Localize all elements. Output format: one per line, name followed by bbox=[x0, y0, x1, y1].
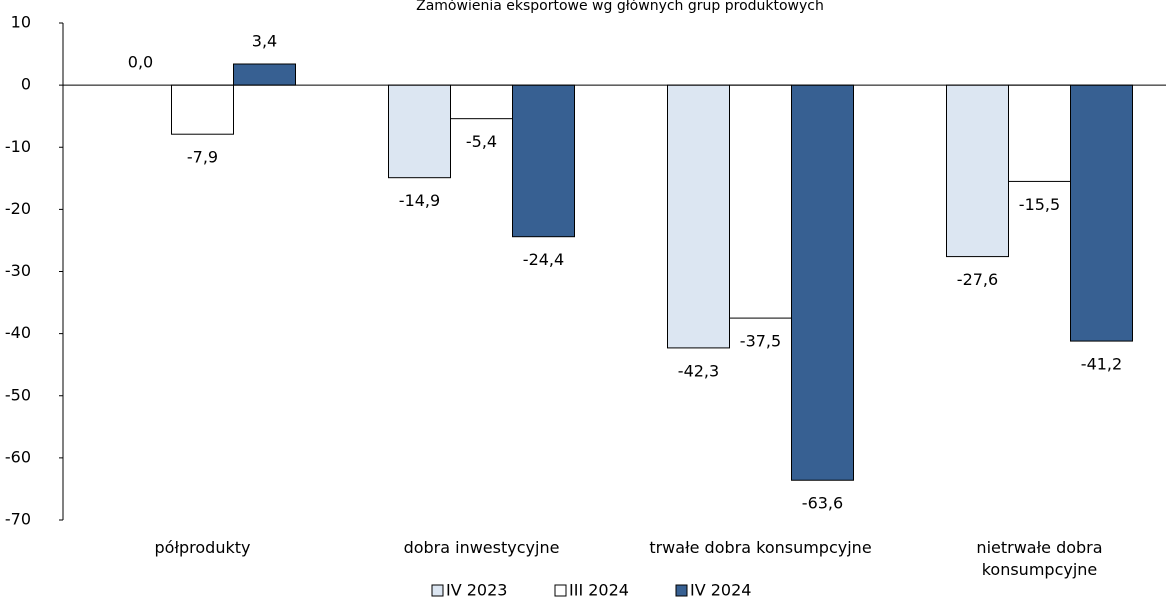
bar bbox=[512, 84, 575, 238]
y-tick-label: 10 bbox=[11, 13, 31, 32]
y-tick-label: 0 bbox=[21, 75, 31, 94]
value-label: -24,4 bbox=[523, 250, 564, 269]
value-label: -41,2 bbox=[1081, 355, 1122, 374]
value-label: -63,6 bbox=[802, 494, 843, 513]
bar bbox=[233, 63, 296, 86]
legend-swatch bbox=[431, 584, 444, 597]
value-label: 0,0 bbox=[128, 53, 153, 72]
y-tick-label: -40 bbox=[5, 323, 31, 342]
bar bbox=[1008, 84, 1071, 182]
legend-label: IV 2024 bbox=[690, 581, 751, 600]
y-tick-label: -10 bbox=[5, 137, 31, 156]
legend-label: IV 2023 bbox=[446, 581, 507, 600]
legend-swatch bbox=[675, 584, 688, 597]
value-label: -37,5 bbox=[740, 332, 781, 351]
value-label: -27,6 bbox=[957, 270, 998, 289]
value-label: -7,9 bbox=[187, 148, 218, 167]
x-tick-label: nietrwałe dobra konsumpcyjne bbox=[976, 538, 1103, 579]
y-tick-label: -60 bbox=[5, 447, 31, 466]
x-tick-label: półprodukty bbox=[154, 538, 251, 557]
value-label: -5,4 bbox=[466, 132, 497, 151]
y-tick-label: -30 bbox=[5, 261, 31, 280]
x-tick-label: trwałe dobra konsumpcyjne bbox=[649, 538, 872, 557]
value-label: -15,5 bbox=[1019, 195, 1060, 214]
chart-title: Zamówienia eksportowe wg głównych grup p… bbox=[416, 0, 824, 14]
legend-swatch bbox=[554, 584, 567, 597]
y-tick-label: -70 bbox=[5, 510, 31, 529]
value-label: 3,4 bbox=[252, 32, 277, 51]
legend-label: III 2024 bbox=[569, 581, 629, 600]
y-tick-label: -20 bbox=[5, 199, 31, 218]
bar bbox=[450, 84, 513, 120]
x-tick-label: dobra inwestycyjne bbox=[403, 538, 560, 557]
bar bbox=[171, 84, 234, 135]
bar bbox=[667, 84, 730, 349]
bar bbox=[1070, 84, 1133, 342]
bar bbox=[729, 84, 792, 319]
value-label: -14,9 bbox=[399, 191, 440, 210]
bar bbox=[791, 84, 854, 481]
bar bbox=[946, 84, 1009, 258]
bar bbox=[388, 84, 451, 179]
value-label: -42,3 bbox=[678, 361, 719, 380]
y-tick-label: -50 bbox=[5, 385, 31, 404]
